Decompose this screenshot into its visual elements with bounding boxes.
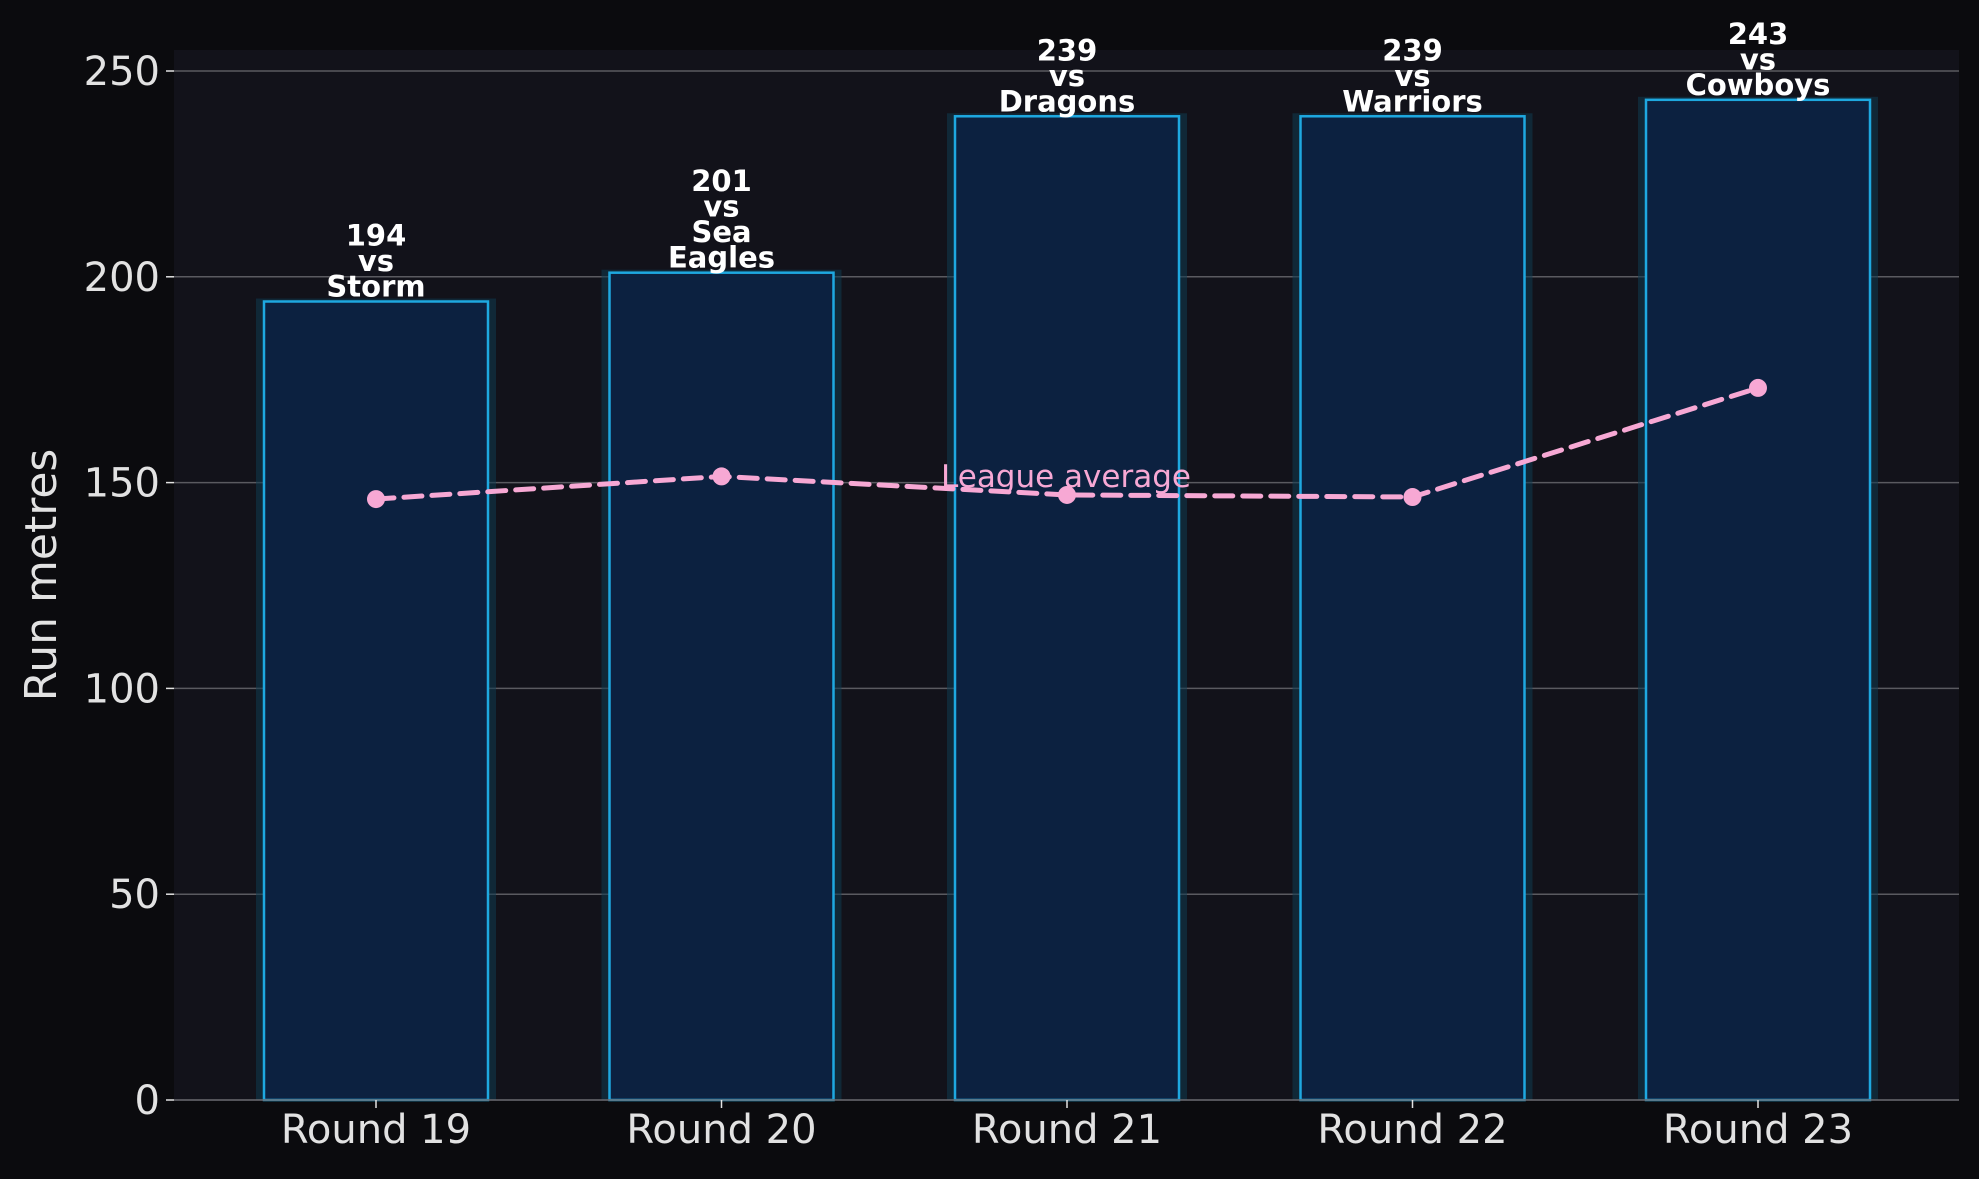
x-tick-label: Round 19 bbox=[281, 1107, 471, 1153]
bar-value-label: Storm bbox=[326, 269, 425, 303]
bar-value-label: vs bbox=[1049, 59, 1085, 93]
bar bbox=[953, 115, 1181, 1102]
bar-value-label: 239 bbox=[1037, 33, 1098, 67]
bar bbox=[1644, 98, 1872, 1102]
bar bbox=[262, 300, 490, 1102]
bar-value-label: Eagles bbox=[668, 241, 775, 275]
y-tick-label: 100 bbox=[84, 666, 160, 712]
x-tick-label: Round 21 bbox=[972, 1107, 1162, 1153]
league-average-point bbox=[1403, 488, 1422, 507]
bar-value-label: Warriors bbox=[1342, 84, 1483, 118]
league-average-line bbox=[367, 378, 1767, 509]
league-average-point bbox=[1058, 485, 1076, 504]
bar-labels: 194vsStorm201vsSeaEagles239vsDragons239v… bbox=[326, 17, 1830, 304]
bar-value-label: 201 bbox=[691, 164, 752, 198]
bar-value-label: vs bbox=[1394, 59, 1430, 93]
y-tick-label: 0 bbox=[135, 1078, 160, 1124]
league-average-point bbox=[367, 490, 385, 509]
y-tick-label: 250 bbox=[84, 49, 160, 95]
bar bbox=[608, 271, 835, 1102]
bars bbox=[256, 96, 1878, 1102]
league-average-point bbox=[1749, 378, 1767, 397]
y-tick-label: 50 bbox=[109, 872, 160, 918]
bar-value-label: 243 bbox=[1728, 17, 1789, 51]
bar-value-label: Cowboys bbox=[1686, 68, 1831, 102]
bar-value-label: vs bbox=[703, 190, 739, 224]
bar-value-label: Sea bbox=[691, 215, 751, 249]
league-average-point bbox=[712, 467, 731, 486]
x-tick-label: Round 20 bbox=[626, 1107, 816, 1153]
bar bbox=[1299, 115, 1526, 1102]
league-average-label: League average bbox=[941, 459, 1191, 495]
bar-value-label: vs bbox=[1740, 42, 1776, 76]
bar-value-label: 194 bbox=[346, 218, 407, 252]
x-axis-ticks: Round 19 Round 20 Round 21 Round 22 Round 23 bbox=[281, 1100, 1853, 1153]
y-tick-label: 150 bbox=[84, 461, 160, 507]
bar-value-label: vs bbox=[358, 244, 394, 278]
y-tick-label: 200 bbox=[84, 255, 160, 301]
bar-value-label: 239 bbox=[1382, 33, 1443, 67]
y-axis-title: Run metres bbox=[16, 449, 67, 702]
y-axis-ticks: 0 50 100 150 200 250 bbox=[84, 49, 174, 1124]
bar-value-label: Dragons bbox=[999, 84, 1136, 118]
x-tick-label: Round 22 bbox=[1317, 1107, 1507, 1153]
x-tick-label: Round 23 bbox=[1663, 1107, 1853, 1153]
